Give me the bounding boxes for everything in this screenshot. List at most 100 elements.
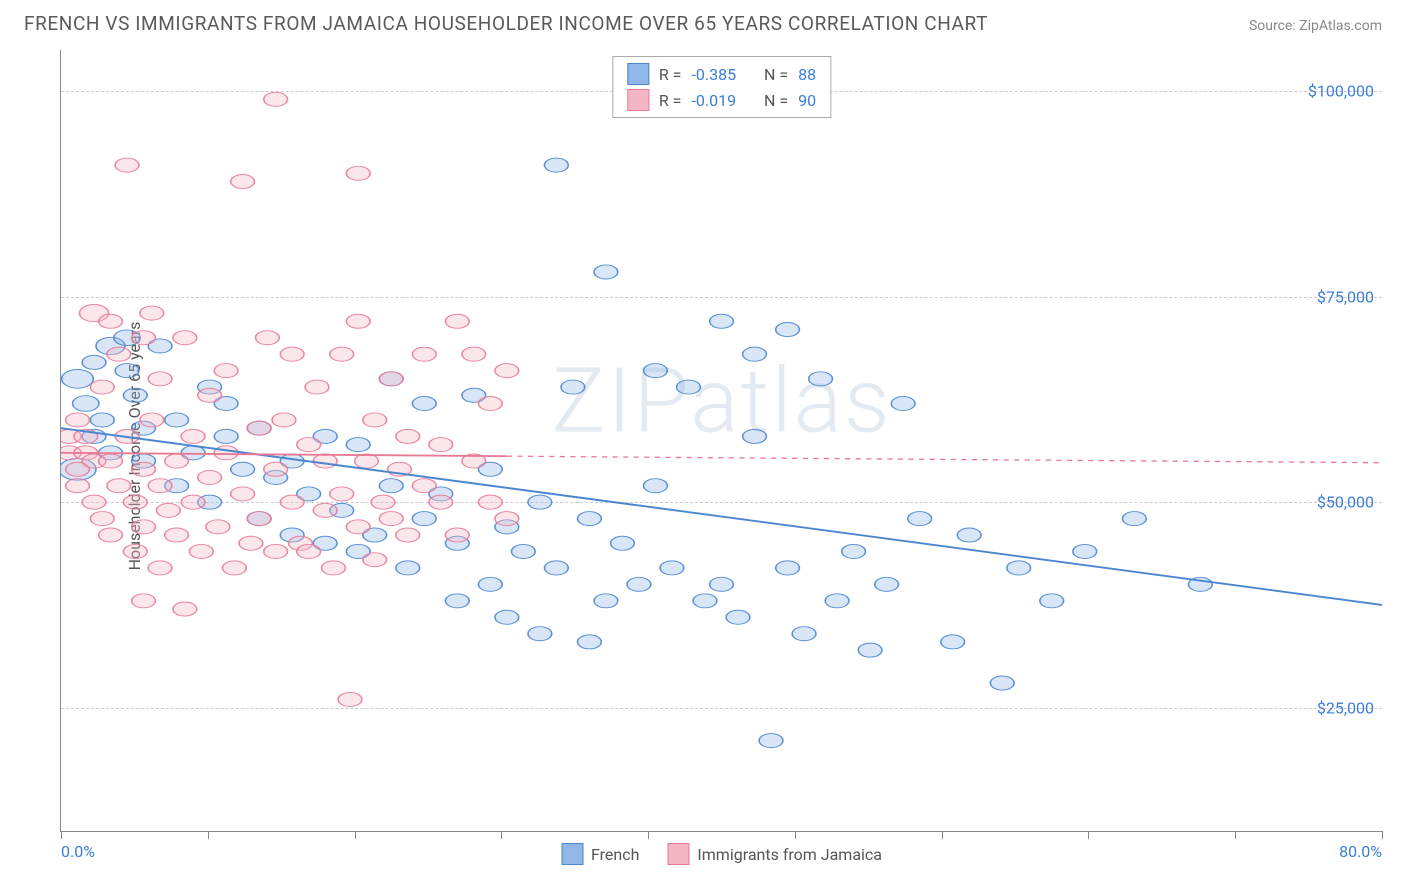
x-tick-label: 80.0% (1339, 842, 1382, 861)
data-point (107, 347, 131, 361)
data-point (198, 388, 222, 402)
data-point (280, 495, 304, 509)
data-point (330, 487, 354, 501)
chart-title: FRENCH VS IMMIGRANTS FROM JAMAICA HOUSEH… (24, 12, 988, 35)
legend-label-jamaica: Immigrants from Jamaica (697, 845, 882, 864)
data-point (693, 594, 717, 608)
data-point (363, 553, 387, 567)
data-point (875, 577, 899, 591)
legend-swatch-french-icon (561, 843, 583, 865)
x-tick (208, 831, 209, 839)
data-point (478, 577, 502, 591)
data-point (156, 503, 180, 517)
data-point (544, 561, 568, 575)
data-point (123, 544, 147, 558)
data-point (82, 355, 106, 369)
data-point (611, 536, 635, 550)
scatter-plot-svg (61, 50, 1382, 831)
x-tick-label: 0.0% (61, 842, 95, 861)
legend-item-french: French (561, 843, 639, 865)
data-point (115, 364, 139, 378)
data-point (809, 372, 833, 386)
data-point (528, 495, 552, 509)
data-point (148, 479, 172, 493)
data-point (231, 462, 255, 476)
data-point (132, 594, 156, 608)
data-point (90, 413, 114, 427)
x-tick (648, 831, 649, 839)
n-value-jamaica: 90 (798, 91, 816, 110)
data-point (379, 479, 403, 493)
data-point (123, 495, 147, 509)
data-point (247, 512, 271, 526)
data-point (644, 479, 668, 493)
data-point (297, 544, 321, 558)
data-point (1040, 594, 1064, 608)
stats-legend-row-2: R = -0.019 N = 90 (627, 87, 816, 113)
data-point (99, 528, 123, 542)
data-point (445, 528, 469, 542)
data-point (379, 512, 403, 526)
data-point (115, 158, 139, 172)
legend-label-french: French (591, 845, 639, 864)
data-point (346, 438, 370, 452)
x-tick (501, 831, 502, 839)
data-point (346, 520, 370, 534)
data-point (528, 627, 552, 641)
data-point (710, 577, 734, 591)
data-point (759, 734, 783, 748)
data-point (379, 372, 403, 386)
x-tick (795, 831, 796, 839)
data-point (660, 561, 684, 575)
data-point (429, 495, 453, 509)
data-point (445, 314, 469, 328)
data-point (495, 364, 519, 378)
data-point (891, 396, 915, 410)
n-value-french: 88 (798, 65, 816, 84)
data-point (73, 396, 99, 412)
stats-legend-box: R = -0.385 N = 88 R = -0.019 N = 90 (612, 56, 831, 118)
data-point (412, 347, 436, 361)
data-point (412, 479, 436, 493)
data-point (478, 495, 502, 509)
data-point (231, 175, 255, 189)
data-point (132, 462, 156, 476)
data-point (957, 528, 981, 542)
data-point (62, 369, 94, 388)
data-point (148, 372, 172, 386)
data-point (256, 331, 280, 345)
data-point (726, 610, 750, 624)
series-legend: French Immigrants from Jamaica (561, 843, 882, 865)
data-point (148, 561, 172, 575)
data-point (66, 479, 90, 493)
data-point (247, 421, 271, 435)
data-point (776, 561, 800, 575)
data-point (313, 503, 337, 517)
data-point (355, 454, 379, 468)
legend-swatch-jamaica-icon (667, 843, 689, 865)
data-point (495, 512, 519, 526)
data-point (214, 446, 238, 460)
data-point (132, 520, 156, 534)
data-point (396, 429, 420, 443)
data-point (908, 512, 932, 526)
data-point (346, 314, 370, 328)
data-point (90, 512, 114, 526)
data-point (941, 635, 965, 649)
data-point (412, 512, 436, 526)
r-value-french: -0.385 (691, 65, 736, 84)
r-label: R = (659, 91, 682, 110)
data-point (330, 347, 354, 361)
data-point (371, 495, 395, 509)
data-point (363, 413, 387, 427)
data-point (322, 561, 346, 575)
data-point (544, 158, 568, 172)
x-tick (1088, 831, 1089, 839)
data-point (140, 306, 164, 320)
data-point (792, 627, 816, 641)
data-point (264, 544, 288, 558)
data-point (578, 512, 602, 526)
data-point (99, 454, 123, 468)
data-point (90, 380, 114, 394)
data-point (305, 380, 329, 394)
